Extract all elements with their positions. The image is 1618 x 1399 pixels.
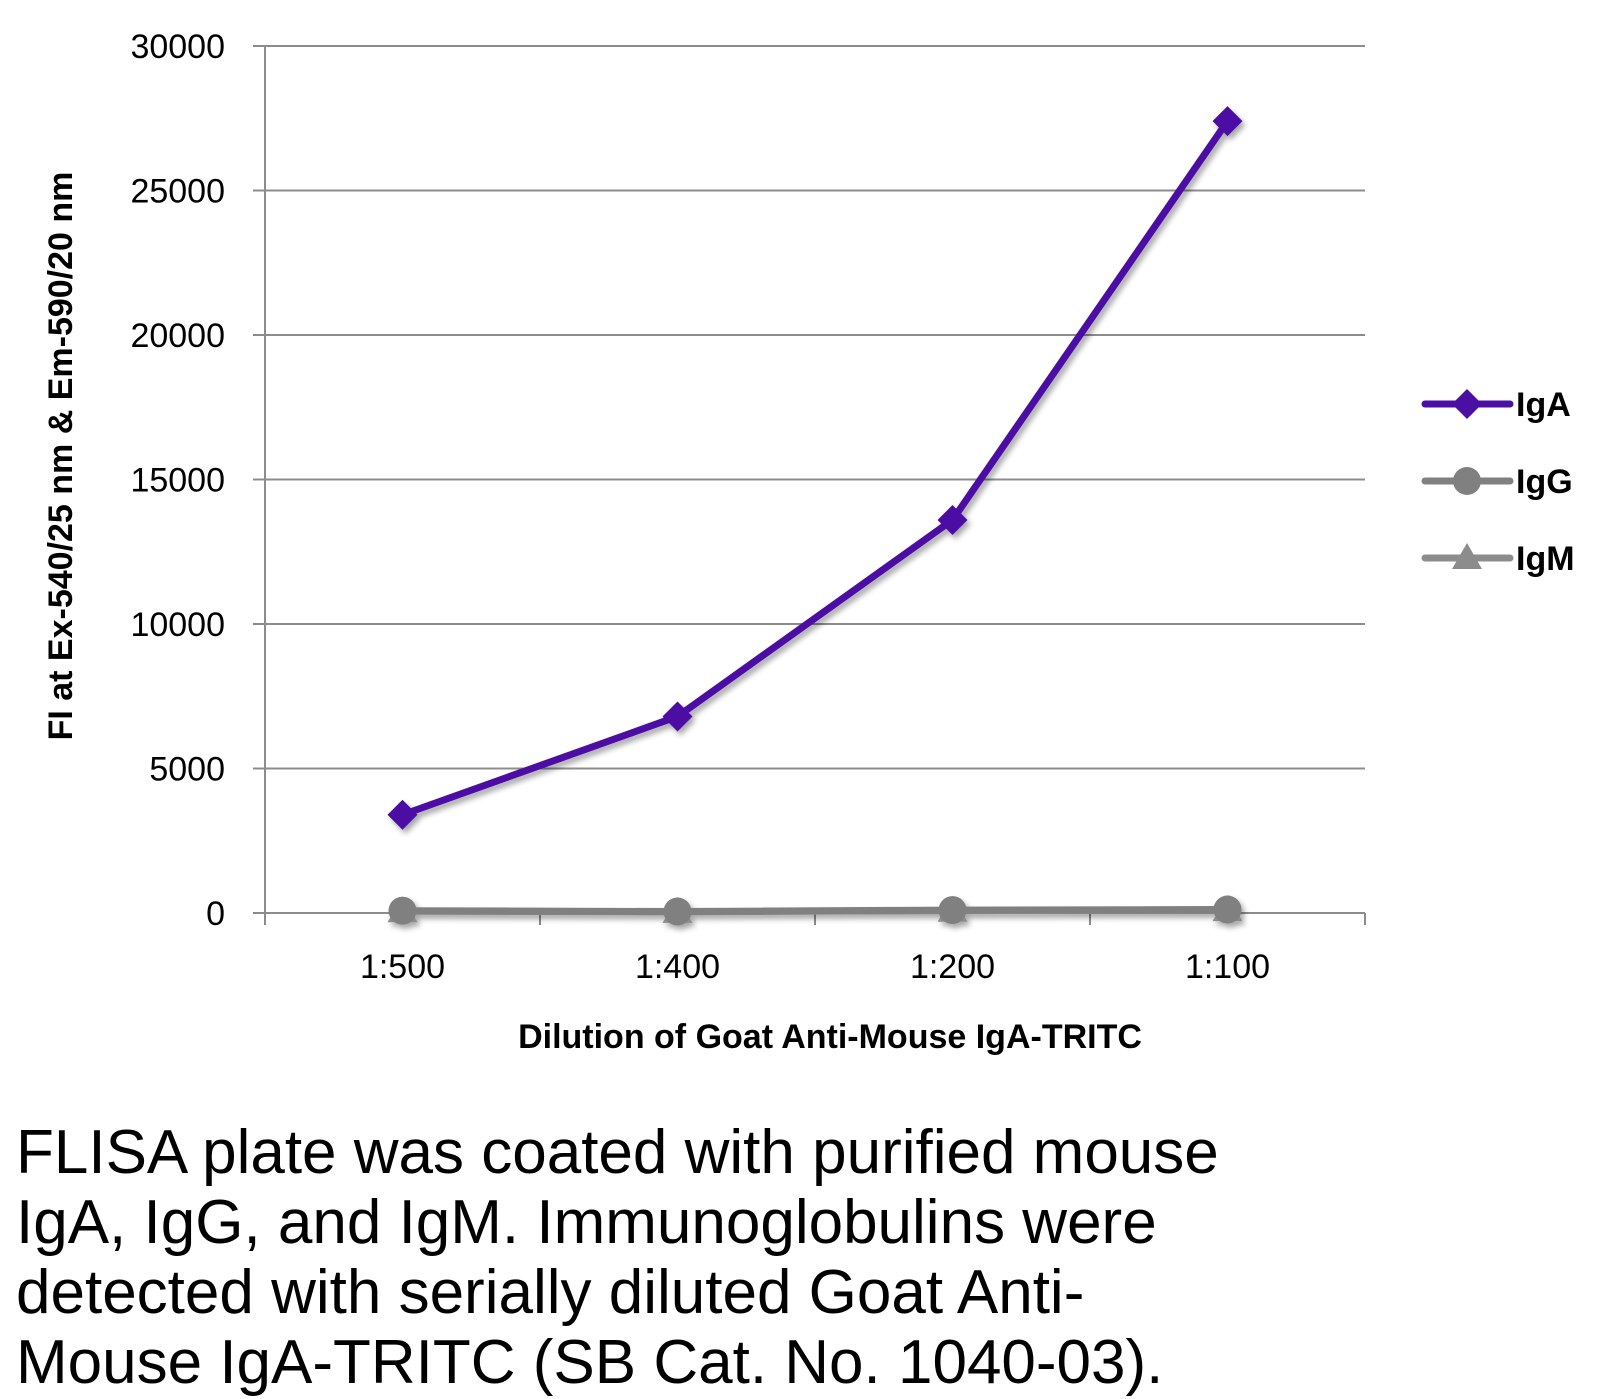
- x-tick-label: 1:200: [910, 948, 995, 986]
- data-point-igg: [938, 896, 967, 925]
- data-point-igg: [663, 897, 692, 926]
- y-tick-label: 0: [206, 895, 225, 933]
- data-point-iga: [937, 504, 968, 535]
- caption-line-2: IgA, IgG, and IgM. Immunoglobulins were: [16, 1188, 1157, 1257]
- x-tick-label: 1:400: [635, 948, 720, 986]
- caption-line-4: Mouse IgA-TRITC (SB Cat. No. 1040-03).: [16, 1328, 1164, 1397]
- x-tick-label: 1:500: [360, 948, 445, 986]
- legend-marker-igg: [1453, 467, 1481, 495]
- legend-marker-iga: [1452, 389, 1482, 419]
- figure-caption: FLISA plate was coated with purified mou…: [16, 1118, 1576, 1398]
- x-axis-title: Dilution of Goat Anti-Mouse IgA-TRITC: [518, 1018, 1142, 1056]
- legend-marker-igm: [1452, 543, 1482, 569]
- legend-label-igg: IgG: [1516, 463, 1573, 501]
- data-point-igg: [1213, 895, 1242, 924]
- x-tick-label: 1:100: [1185, 948, 1270, 986]
- y-tick-label: 15000: [130, 462, 225, 500]
- legend-label-iga: IgA: [1516, 386, 1571, 424]
- legend: IgA IgG IgM: [1421, 386, 1575, 578]
- axes: 0 5000 10000 15000 20000 25000 30000 1:500 1:400…: [130, 28, 1366, 986]
- data-point-iga: [662, 701, 693, 732]
- caption-line-1: FLISA plate was coated with purified mou…: [16, 1118, 1219, 1187]
- elisa-chart: 0 5000 10000 15000 20000 25000 30000 1:500 1:400…: [42, 28, 1575, 1056]
- y-tick-label: 5000: [149, 751, 225, 789]
- series-line-igg: [399, 906, 1231, 916]
- data-point-iga: [1212, 106, 1243, 137]
- y-tick-label: 30000: [130, 28, 225, 66]
- data-point-iga: [387, 799, 418, 830]
- data-point-igg: [388, 896, 417, 925]
- series-line-iga: [399, 117, 1231, 819]
- gridlines: [265, 45, 1365, 770]
- y-axis-title: FI at Ex-540/25 nm & Em-590/20 nm: [42, 172, 80, 741]
- y-tick-label: 10000: [130, 606, 225, 644]
- y-tick-label: 20000: [130, 317, 225, 355]
- caption-line-3: detected with serially diluted Goat Anti…: [16, 1258, 1085, 1327]
- legend-label-igm: IgM: [1516, 540, 1575, 578]
- chart-svg: 0 5000 10000 15000 20000 25000 30000 1:500 1:400…: [42, 28, 1575, 1056]
- y-tick-label: 25000: [130, 173, 225, 211]
- series-lines: [387, 106, 1243, 926]
